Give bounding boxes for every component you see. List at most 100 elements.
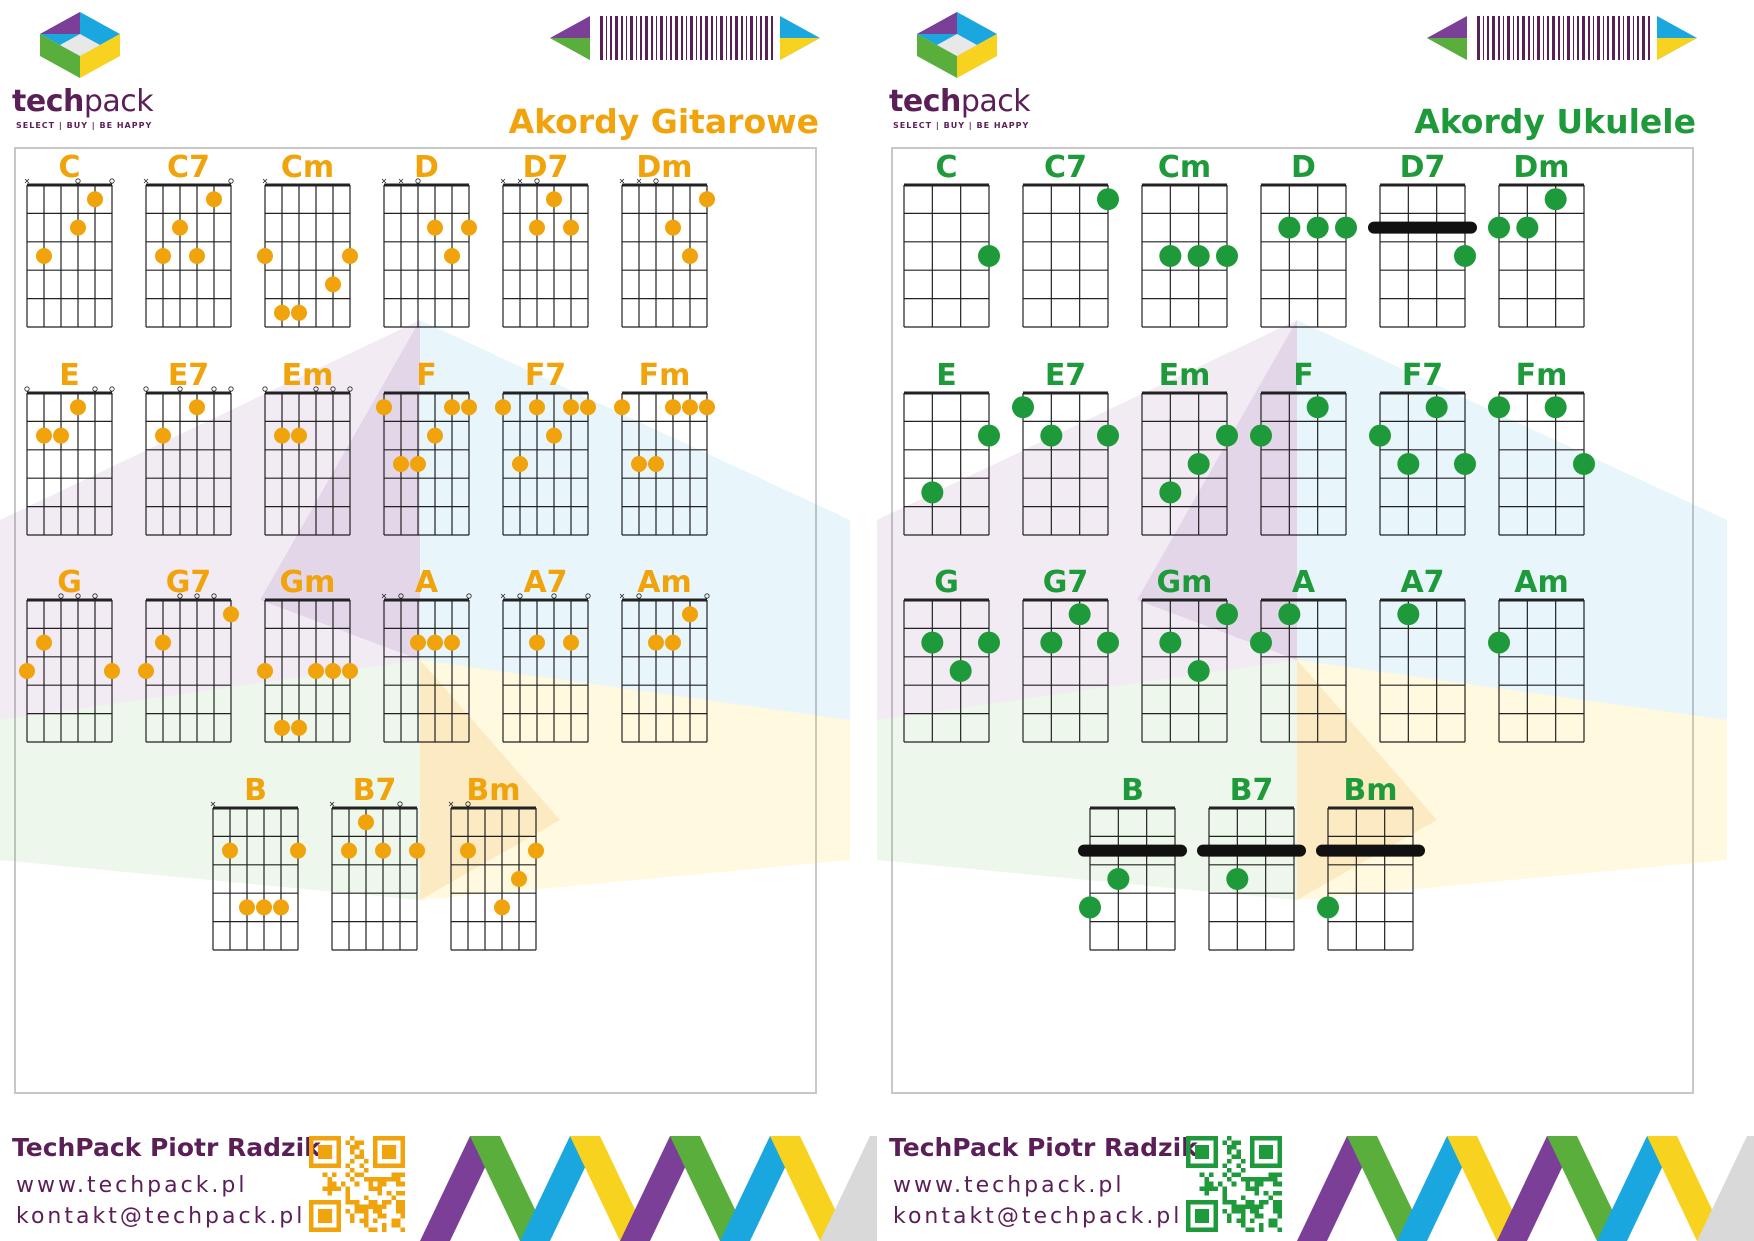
- finger-dot: [546, 191, 562, 208]
- finger-dot: [1040, 424, 1063, 447]
- company-name: TechPack Piotr Radzik: [889, 1133, 1198, 1162]
- finger-dot: [580, 399, 596, 416]
- chord-name: Am: [637, 565, 691, 600]
- brand-tagline: SELECT | BUY | BE HAPPY: [893, 121, 1030, 130]
- open-string-mark: [313, 386, 319, 392]
- open-string-mark: [397, 801, 403, 807]
- open-string-mark: [58, 593, 64, 599]
- finger-dot: [444, 248, 460, 264]
- muted-string-mark: [517, 178, 523, 184]
- finger-dot: [529, 634, 545, 651]
- finger-dot: [1335, 216, 1357, 239]
- chord-g-diagram: G: [19, 565, 120, 743]
- chord-dm-diagram: Dm: [1488, 150, 1585, 328]
- open-string-mark: [92, 593, 98, 599]
- website-link[interactable]: www.techpack.pl: [16, 1173, 248, 1198]
- finger-dot: [325, 663, 341, 679]
- chord-name: G: [57, 565, 82, 600]
- chord-name: A: [1292, 565, 1316, 600]
- finger-dot: [682, 399, 698, 416]
- finger-dot: [427, 427, 443, 444]
- finger-dot: [1278, 603, 1301, 626]
- finger-dot: [172, 219, 188, 236]
- guitar-chord-grid: C C7 Cm D D7 Dm E E7 Em F F7 Fm G G7 Gm A A7 Am B B7 Bm: [19, 150, 715, 951]
- chord-gm-diagram: Gm: [257, 565, 358, 743]
- finger-dot: [495, 399, 511, 416]
- finger-dot: [665, 634, 681, 651]
- ukulele-sheet: techpack SELECT | BUY | BE HAPPY Akordy …: [877, 0, 1754, 1241]
- barcode-icon: [1427, 16, 1697, 60]
- chord-c-diagram: C: [903, 150, 1000, 328]
- finger-dot: [274, 304, 290, 321]
- muted-string-mark: [210, 801, 216, 807]
- email-link[interactable]: kontakt@techpack.pl: [16, 1204, 306, 1229]
- finger-dot: [342, 248, 358, 264]
- finger-dot: [257, 663, 273, 679]
- chord-name: Cm: [281, 150, 334, 185]
- finger-dot: [393, 456, 409, 472]
- chord-fm-diagram: Fm: [614, 358, 715, 536]
- chord-name: Gm: [1157, 565, 1213, 600]
- muted-string-mark: [24, 178, 30, 184]
- hexagon-cube-logo-icon: [40, 12, 120, 78]
- open-string-mark: [398, 593, 404, 599]
- finger-dot: [358, 814, 374, 831]
- chord-a-diagram: A: [1250, 565, 1347, 743]
- muted-string-mark: [448, 801, 454, 807]
- guitar-sheet: techpack SELECT | BUY | BE HAPPY Akordy …: [0, 12, 877, 1241]
- open-string-mark: [517, 593, 523, 599]
- chord-b7-diagram: B7: [1197, 773, 1306, 951]
- finger-dot: [273, 899, 289, 916]
- chord-name: Gm: [280, 565, 336, 600]
- finger-dot: [291, 719, 307, 736]
- finger-dot: [410, 634, 426, 651]
- finger-dot: [87, 191, 103, 208]
- chord-name: B7: [353, 773, 397, 808]
- chord-cm-diagram: Cm: [1141, 150, 1238, 328]
- finger-dot: [1097, 424, 1119, 447]
- muted-string-mark: [398, 178, 404, 184]
- finger-dot: [155, 248, 171, 264]
- finger-dot: [699, 191, 715, 208]
- chord-name: Bm: [466, 773, 520, 808]
- finger-dot: [36, 248, 52, 264]
- finger-dot: [444, 634, 460, 651]
- open-string-mark: [194, 593, 200, 599]
- finger-dot: [376, 399, 392, 416]
- qr-code-icon: [1186, 1136, 1282, 1232]
- open-string-mark: [177, 386, 183, 392]
- finger-dot: [682, 606, 698, 623]
- finger-dot: [1107, 868, 1130, 890]
- finger-dot: [1488, 631, 1510, 654]
- chord-name: E7: [1045, 358, 1086, 393]
- finger-dot: [648, 456, 664, 472]
- finger-dot: [1306, 216, 1329, 239]
- finger-dot: [36, 427, 52, 444]
- finger-dot: [308, 663, 324, 679]
- open-string-mark: [228, 386, 234, 392]
- chord-e-diagram: E: [903, 358, 1000, 536]
- chord-d-diagram: D: [1260, 150, 1357, 328]
- open-string-mark: [466, 593, 472, 599]
- chord-bm-diagram: Bm: [1316, 773, 1425, 951]
- email-link[interactable]: kontakt@techpack.pl: [893, 1204, 1183, 1229]
- finger-dot: [1159, 481, 1182, 504]
- chord-name: Dm: [1513, 150, 1569, 185]
- chord-name: A7: [523, 565, 567, 600]
- finger-dot: [1216, 424, 1238, 447]
- finger-dot: [36, 634, 52, 651]
- finger-dot: [529, 219, 545, 236]
- website-link[interactable]: www.techpack.pl: [893, 1173, 1125, 1198]
- muted-string-mark: [381, 593, 387, 599]
- chord-name: C7: [167, 150, 210, 185]
- finger-dot: [921, 631, 944, 654]
- finger-dot: [1216, 245, 1238, 267]
- finger-dot: [1250, 424, 1272, 447]
- chord-name: A7: [1400, 565, 1444, 600]
- finger-dot: [1317, 896, 1339, 919]
- brand-wordmark: techpack: [12, 84, 154, 119]
- finger-dot: [256, 899, 272, 916]
- zigzag-pattern-icon: [420, 1136, 877, 1241]
- chord-a7-diagram: A7: [1379, 565, 1466, 743]
- finger-dot: [648, 634, 664, 651]
